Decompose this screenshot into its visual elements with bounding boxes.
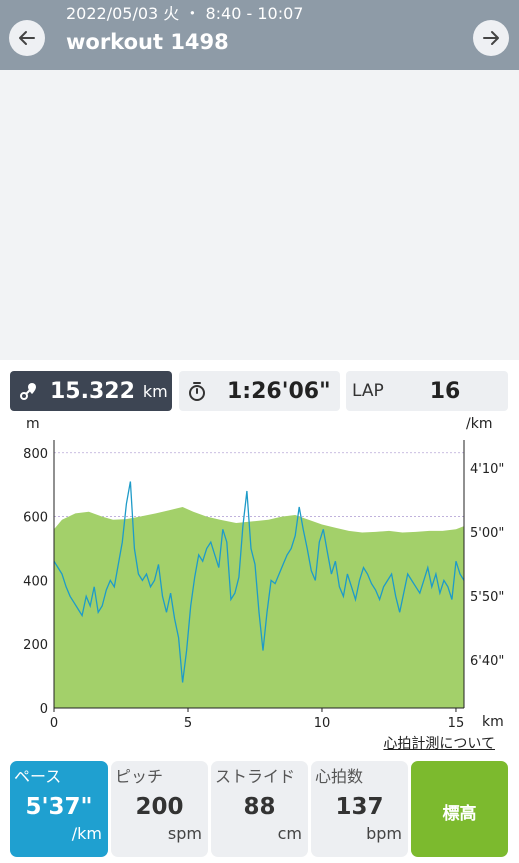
y-right-tick-label: 5'00" [470, 526, 504, 541]
tab-stride[interactable]: ストライド 88 cm [211, 761, 308, 857]
tab-heart-rate-value: 137 [335, 794, 384, 820]
x-tick-label: 15 [448, 716, 465, 731]
y-right-tick-label: 6'40" [470, 654, 504, 669]
x-tick-label: 5 [184, 716, 192, 731]
x-tick-label: 0 [50, 716, 58, 731]
distance-unit: km [142, 381, 168, 401]
tab-heart-rate[interactable]: 心拍数 137 bpm [311, 761, 408, 857]
tab-stride-label: ストライド [215, 767, 296, 786]
distance-value: 15.322 [50, 378, 135, 404]
stopwatch-icon [189, 382, 205, 401]
route-icon [20, 383, 36, 400]
y-right-tick-label: 5'50" [470, 590, 504, 605]
tab-pitch-value: 200 [135, 794, 184, 820]
tab-pace-label: ペース [14, 767, 62, 786]
tab-pace-value: 5'37" [25, 794, 93, 820]
tab-pitch[interactable]: ピッチ 200 spm [111, 761, 208, 857]
header: 2022/05/03 火 ・ 8:40 - 10:07 workout 1498 [0, 0, 519, 70]
arrow-left-icon [19, 31, 35, 45]
y-left-tick-label: 0 [40, 702, 48, 717]
y-left-tick-label: 200 [23, 638, 48, 653]
elevation-pace-chart[interactable]: m /km km 0 200 400 600 800 4'10" 5'00" 5'50" 6'4… [0, 412, 519, 732]
lap-summary[interactable]: LAP 16 [346, 371, 508, 411]
y-left-tick-label: 800 [23, 447, 48, 462]
workout-datetime: 2022/05/03 火 ・ 8:40 - 10:07 [66, 4, 304, 23]
tab-pitch-unit: spm [167, 824, 202, 843]
tab-pace-unit: /km [71, 824, 102, 843]
y-right-tick-label: 4'10" [470, 462, 504, 477]
tab-elevation[interactable]: 標高 [411, 761, 508, 857]
right-axis-unit: /km [466, 416, 492, 432]
tab-heart-rate-label: 心拍数 [315, 767, 364, 786]
heart-rate-info-link[interactable]: 心拍計測について [383, 736, 495, 752]
tab-elevation-label: 標高 [442, 804, 477, 824]
tab-heart-rate-unit: bpm [366, 824, 402, 843]
lap-count: 16 [429, 378, 461, 404]
next-workout-button[interactable] [473, 20, 509, 56]
x-axis-unit: km [482, 714, 504, 730]
tab-stride-unit: cm [277, 824, 302, 843]
workout-title: workout 1498 [66, 30, 229, 54]
y-left-tick-label: 400 [23, 574, 48, 589]
previous-workout-button[interactable] [9, 20, 45, 56]
lap-label: LAP [352, 381, 384, 401]
pace-line [53, 481, 465, 683]
y-left-tick-label: 600 [23, 511, 48, 526]
distance-summary[interactable]: 15.322 km [10, 371, 172, 411]
tab-pitch-label: ピッチ [115, 767, 164, 786]
duration-value: 1:26'06" [227, 378, 331, 404]
tab-stride-value: 88 [243, 794, 276, 820]
route-map[interactable] [0, 70, 519, 360]
duration-summary[interactable]: 1:26'06" [179, 371, 340, 411]
left-axis-unit: m [26, 416, 40, 432]
arrow-right-icon [483, 31, 499, 45]
x-tick-label: 10 [314, 716, 331, 731]
tab-pace[interactable]: ペース 5'37" /km [10, 761, 108, 857]
